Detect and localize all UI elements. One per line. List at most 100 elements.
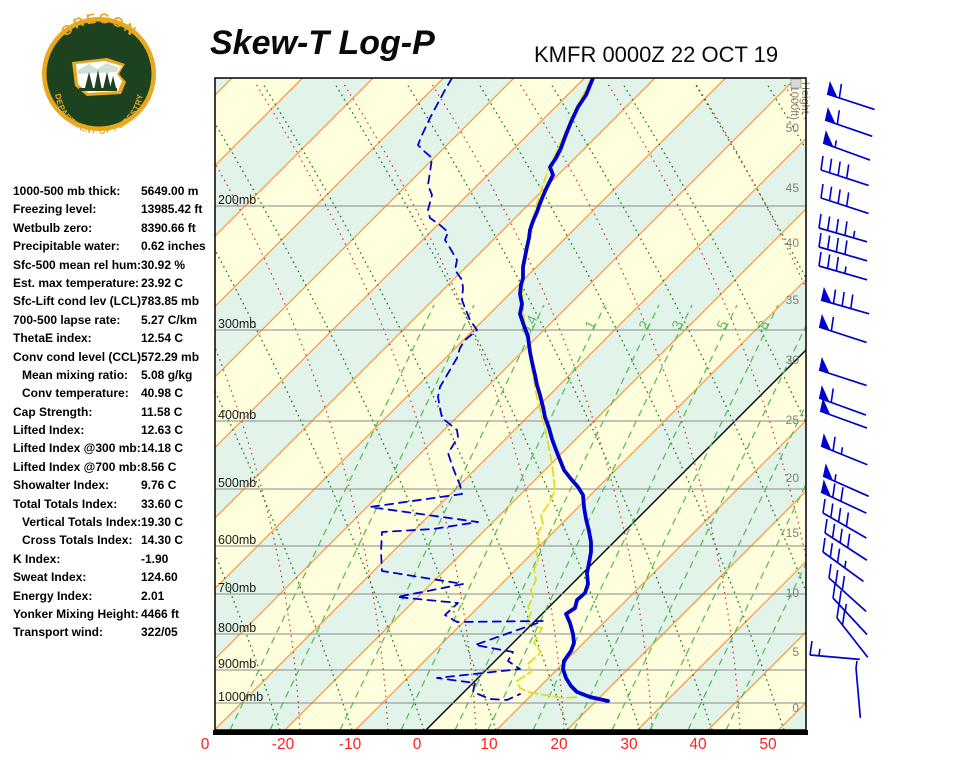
index-label: Cap Strength: (13, 404, 93, 419)
wind-barb (855, 660, 862, 718)
index-value: 23.92 C (141, 275, 184, 290)
wind-barb (822, 498, 867, 539)
wind-barb (809, 640, 860, 661)
wind-barb (820, 155, 869, 187)
height-tick-label: 20 (786, 471, 800, 485)
wind-barb (820, 183, 869, 215)
index-label: 700-500 lapse rate: (13, 312, 121, 327)
isotherm-line (215, 78, 444, 308)
isobars: 200mb 300mb 400mb 500mb 600mb 700mb 800mb 900mb… (215, 193, 806, 704)
index-label: Precipitable water: (13, 239, 120, 254)
index-row: K Index: -1.90 (13, 550, 213, 568)
index-row: Showalter Index: 9.76 C (13, 476, 213, 494)
pressure-label: 200mb (218, 193, 256, 207)
wind-barb (826, 80, 875, 111)
index-row: Energy Index: 2.01 (13, 587, 213, 605)
temp-axis-label: -10 (339, 736, 362, 753)
index-row: Est. max temperature: 23.92 C (13, 274, 213, 292)
index-value: 40.98 C (141, 386, 184, 401)
index-value: 572.29 mb (141, 349, 200, 364)
index-value: 0.62 inches (141, 239, 206, 254)
wind-barb (818, 232, 868, 262)
mixing-ratio-line (269, 304, 475, 730)
mixing-ratio-line (687, 482, 806, 730)
index-value: 5.08 g/kg (141, 367, 193, 382)
station-time-label: KMFR 0000Z 22 OCT 19 (534, 42, 779, 67)
index-row: Lifted Index @700 mb: 8.56 C (13, 458, 213, 476)
index-value: 5649.00 m (141, 184, 199, 198)
index-label: Wetbulb zero: (13, 220, 93, 235)
logo-trees (79, 70, 117, 91)
wind-barb (836, 603, 869, 658)
isotherm-line (566, 490, 806, 730)
index-row: Sfc-Lift cond lev (LCL): 783.85 mb (13, 292, 213, 310)
index-row: Lifted Index @300 mb: 14.18 C (13, 439, 213, 457)
pressure-label: 1000mb (218, 690, 263, 704)
index-label: Sweat Index: (13, 570, 87, 585)
moist-adiabat (519, 83, 741, 730)
index-row: Total Totals Index: 33.60 C (13, 495, 213, 513)
isotherm-line (496, 419, 806, 730)
index-row: Sfc-500 mean rel hum: 30.92 % (13, 256, 213, 274)
isotherm-line (215, 78, 585, 449)
height-axis-title: Height (799, 82, 811, 114)
moist-adiabats (215, 83, 806, 730)
temp-axis-label: -20 (272, 736, 295, 753)
mixing-ratio-line (611, 324, 806, 730)
index-row: ThetaE index: 12.54 C (13, 329, 213, 347)
moist-adiabat (607, 83, 806, 561)
moist-adiabat (255, 83, 477, 730)
mixing-ratio-line (339, 304, 545, 730)
index-label: Transport wind: (13, 625, 103, 640)
index-row: Freezing level: 13985.42 ft (13, 200, 213, 218)
index-label: Lifted Index @300 mb: (13, 441, 141, 456)
wind-barb (822, 463, 870, 498)
height-tick-label: 45 (786, 181, 800, 195)
index-label: Energy Index: (13, 588, 93, 603)
index-value: 13985.42 ft (141, 202, 203, 217)
temp-axis-label: 30 (620, 736, 638, 753)
wind-barb (820, 286, 870, 315)
index-label: Est. max temperature: (13, 275, 140, 290)
pressure-label: 700mb (218, 581, 256, 595)
index-row: Cap Strength: 11.58 C (13, 403, 213, 421)
index-row: 700-500 lapse rate: 5.27 C/km (13, 311, 213, 329)
index-label: Showalter Index: (13, 478, 110, 493)
indices-panel: 1000-500 mb thick: 5649.00 m Freezing leve… (13, 182, 213, 642)
index-row: Sweat Index: 124.60 (13, 568, 213, 586)
moist-adiabat (215, 161, 389, 730)
index-label: Cross Totals Index: (22, 533, 133, 548)
index-value: 14.18 C (141, 441, 184, 456)
wind-barb (818, 356, 867, 387)
index-value: 30.92 % (141, 257, 186, 272)
index-value: 2.01 (141, 588, 165, 603)
index-row: 1000-500 mb thick: 5649.00 m (13, 182, 213, 200)
wind-barb (828, 563, 867, 613)
wind-barb (818, 313, 867, 344)
pressure-label: 400mb (218, 408, 256, 422)
index-value: 124.60 (141, 570, 178, 585)
pressure-label: 900mb (218, 657, 256, 671)
index-row: Mean mixing ratio: 5.08 g/kg (13, 366, 213, 384)
index-label: Sfc-500 mean rel hum: (13, 257, 142, 272)
wind-barb (819, 398, 868, 429)
height-tick-label: 30 (786, 353, 800, 367)
isotherm-line (215, 78, 515, 378)
pressure-label: 500mb (218, 476, 256, 490)
corner-marker (790, 78, 802, 89)
index-value: -1.90 (141, 551, 169, 566)
height-tick-label: 35 (786, 293, 800, 307)
index-value: 4466 ft (141, 606, 180, 621)
mixing-ratio-line (649, 403, 806, 730)
index-row: Transport wind: 322/05 (13, 623, 213, 641)
wind-barb (818, 251, 868, 281)
page-title: Skew-T Log-P (210, 24, 435, 62)
height-tick-label: 50 (786, 121, 800, 135)
moist-adiabat (215, 345, 301, 730)
isotherm-line (215, 78, 233, 96)
temp-axis-label: 20 (550, 736, 568, 753)
odf-logo: OREGON DEPARTMENT OF FORESTRY (42, 12, 156, 136)
index-value: 19.30 C (141, 515, 184, 530)
temp-axis-label: 0 (201, 736, 210, 753)
